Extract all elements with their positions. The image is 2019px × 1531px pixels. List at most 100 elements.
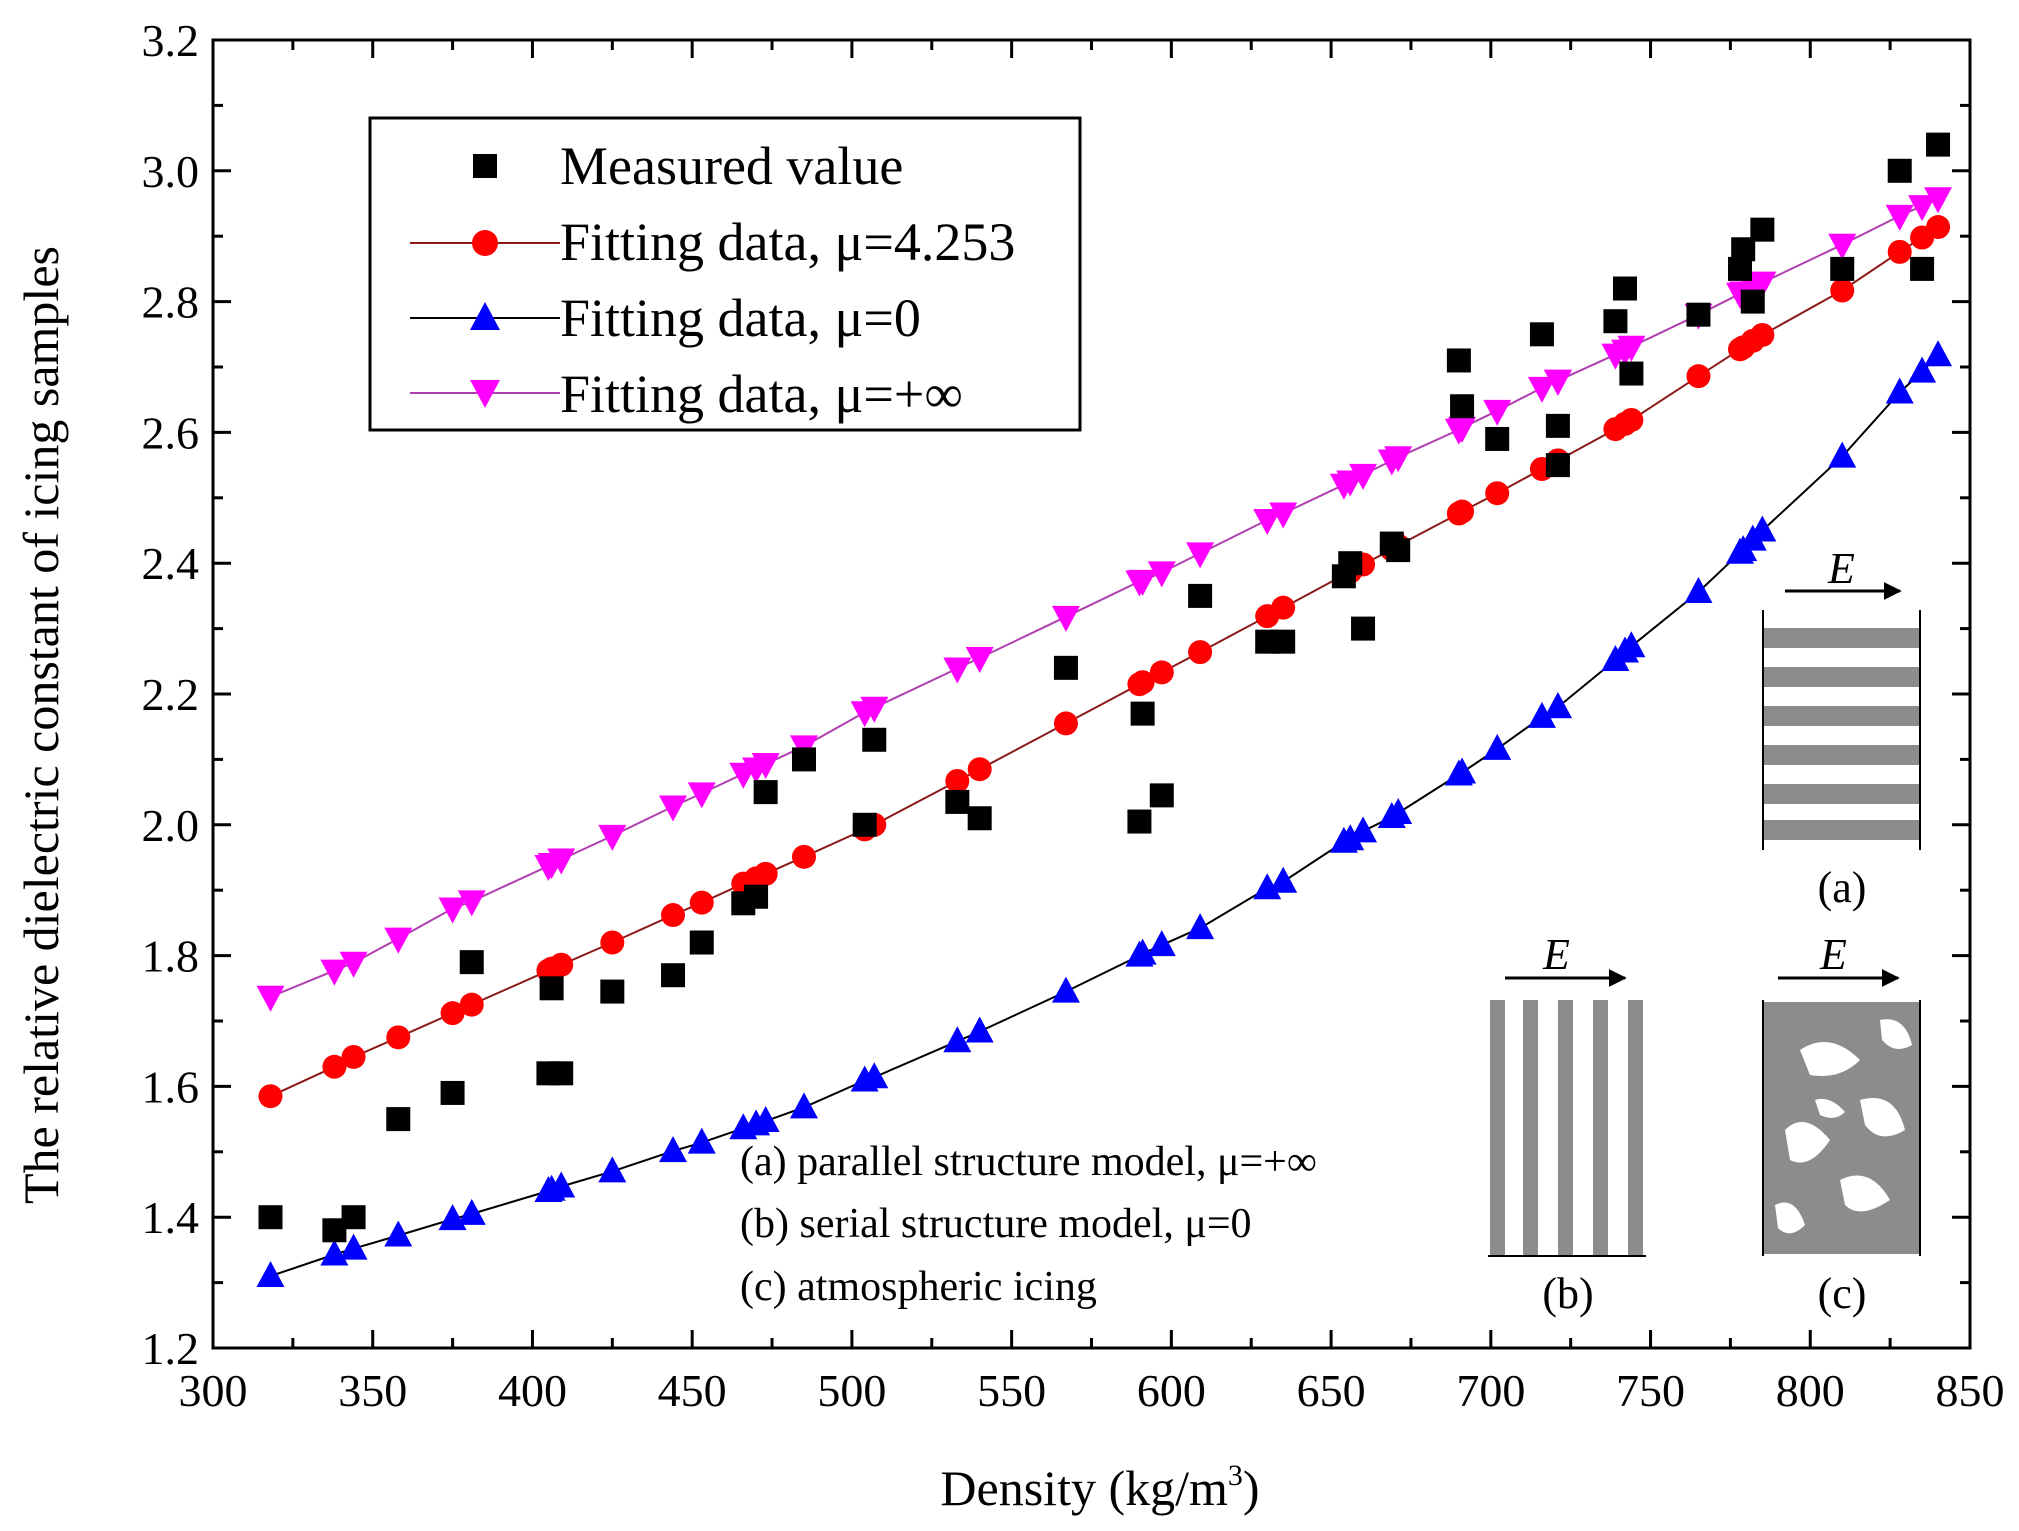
data-point-triangle-up [256, 1261, 285, 1288]
data-point-circle [1830, 278, 1855, 303]
data-point-square [1485, 426, 1510, 451]
data-point-triangle-down [457, 890, 486, 917]
y-tick-label: 1.8 [142, 931, 200, 982]
data-point-circle [1149, 660, 1174, 685]
data-point-triangle-up [1828, 441, 1857, 468]
data-point-square [1619, 361, 1644, 386]
data-point-square [661, 963, 686, 988]
data-point-square [1053, 655, 1078, 680]
legend-marker-fit-4253 [472, 230, 498, 256]
x-tick-label: 450 [658, 1365, 727, 1416]
data-point-triangle-up [789, 1092, 818, 1119]
data-point-circle [341, 1044, 366, 1069]
data-point-triangle-down [1617, 335, 1646, 362]
data-point-circle [386, 1025, 411, 1050]
data-point-triangle-up [1684, 576, 1713, 603]
y-axis: 1.2 1.4 1.6 1.8 2.0 2.2 2.4 2.6 2.8 3.0 3.2 [142, 15, 1970, 1374]
y-tick-label: 1.2 [142, 1323, 200, 1374]
data-point-circle [549, 952, 574, 977]
data-point-square [1386, 538, 1411, 563]
x-tick-label: 750 [1616, 1365, 1685, 1416]
data-point-triangle-up [1051, 976, 1080, 1003]
data-point-square [539, 976, 564, 1001]
data-point-square [852, 812, 877, 837]
data-point-circle [258, 1084, 283, 1109]
data-point-square [967, 806, 992, 831]
y-tick-label: 2.4 [142, 538, 200, 589]
series-layer [256, 132, 1953, 1288]
x-tick-label: 550 [977, 1365, 1046, 1416]
data-point-triangle-up [751, 1106, 780, 1133]
inset-a-parallel: E (a) [1762, 544, 1921, 912]
inset-c-atmospheric: E (c) [1762, 930, 1921, 1318]
annotation-c: (c) atmospheric icing [740, 1264, 1097, 1310]
data-point-triangle-up [1349, 816, 1378, 843]
inset-c-void [1860, 1098, 1905, 1137]
data-point-circle [1926, 215, 1951, 240]
data-point-triangle-down [1349, 463, 1378, 490]
data-point-circle [1619, 407, 1644, 432]
data-point-circle [661, 903, 686, 928]
data-point-circle [1053, 711, 1078, 736]
data-point-square [791, 747, 816, 772]
data-point-triangle-up [1147, 930, 1176, 957]
data-point-triangle-down [598, 824, 627, 851]
data-point-triangle-up [598, 1156, 627, 1183]
data-point-square [258, 1205, 283, 1230]
data-point-triangle-up [1543, 692, 1572, 719]
inset-c-caption: (c) [1818, 1269, 1867, 1318]
data-point-triangle-up [1483, 733, 1512, 760]
series-line [270, 354, 1939, 1278]
data-point-square [459, 950, 484, 975]
data-point-circle [600, 930, 625, 955]
data-point-triangle-down [965, 647, 994, 674]
data-point-triangle-down [547, 848, 576, 875]
data-point-circle [689, 890, 714, 915]
legend-label-measured: Measured value [560, 136, 903, 196]
legend-label-fit-4253: Fitting data, μ=4.253 [560, 212, 1015, 272]
data-point-square [1446, 348, 1471, 373]
data-point-triangle-down [1269, 502, 1298, 529]
data-point-triangle-down [1384, 446, 1413, 473]
data-point-square [1612, 276, 1637, 301]
inset-b-stripe [1523, 1000, 1538, 1255]
data-point-triangle-up [687, 1127, 716, 1154]
inset-b-serial: E (b) [1488, 930, 1646, 1318]
data-point-triangle-up [1448, 757, 1477, 784]
data-point-circle [1130, 670, 1155, 695]
data-point-square [1545, 413, 1570, 438]
inset-c-void [1840, 1175, 1890, 1212]
data-point-triangle-down [438, 897, 467, 924]
data-point-circle [1887, 239, 1912, 264]
annotation-b: (b) serial structure model, μ=0 [740, 1201, 1252, 1247]
x-tick-label: 300 [179, 1365, 248, 1416]
x-tick-label: 350 [338, 1365, 407, 1416]
data-point-square [1529, 322, 1554, 347]
data-point-circle [1485, 481, 1510, 506]
inset-b-stripe [1558, 1000, 1573, 1255]
data-point-circle [322, 1054, 347, 1079]
series-3 [256, 187, 1953, 1012]
y-tick-label: 2.0 [142, 800, 200, 851]
data-point-square [1450, 394, 1475, 419]
data-point-circle [791, 844, 816, 869]
legend-marker-fit-inf [470, 380, 500, 408]
inset-a-caption: (a) [1818, 863, 1867, 912]
data-point-triangle-up [1384, 798, 1413, 825]
data-point-square [549, 1061, 574, 1086]
x-tick-label: 400 [498, 1365, 567, 1416]
x-tick-label: 500 [817, 1365, 886, 1416]
data-point-square [1130, 701, 1155, 726]
data-point-square [689, 930, 714, 955]
data-point-triangle-up [659, 1136, 688, 1163]
data-point-square [1603, 309, 1628, 334]
legend-label-fit-inf: Fitting data, μ=+∞ [560, 364, 963, 424]
data-point-square [1830, 256, 1855, 281]
y-tick-label: 2.2 [142, 669, 200, 720]
y-tick-label: 3.0 [142, 146, 200, 197]
inset-c-void [1775, 1202, 1805, 1234]
data-point-triangle-up [1617, 631, 1646, 658]
x-tick-label: 850 [1936, 1365, 2005, 1416]
inset-b-stripe [1593, 1000, 1608, 1255]
series-2 [256, 340, 1953, 1288]
